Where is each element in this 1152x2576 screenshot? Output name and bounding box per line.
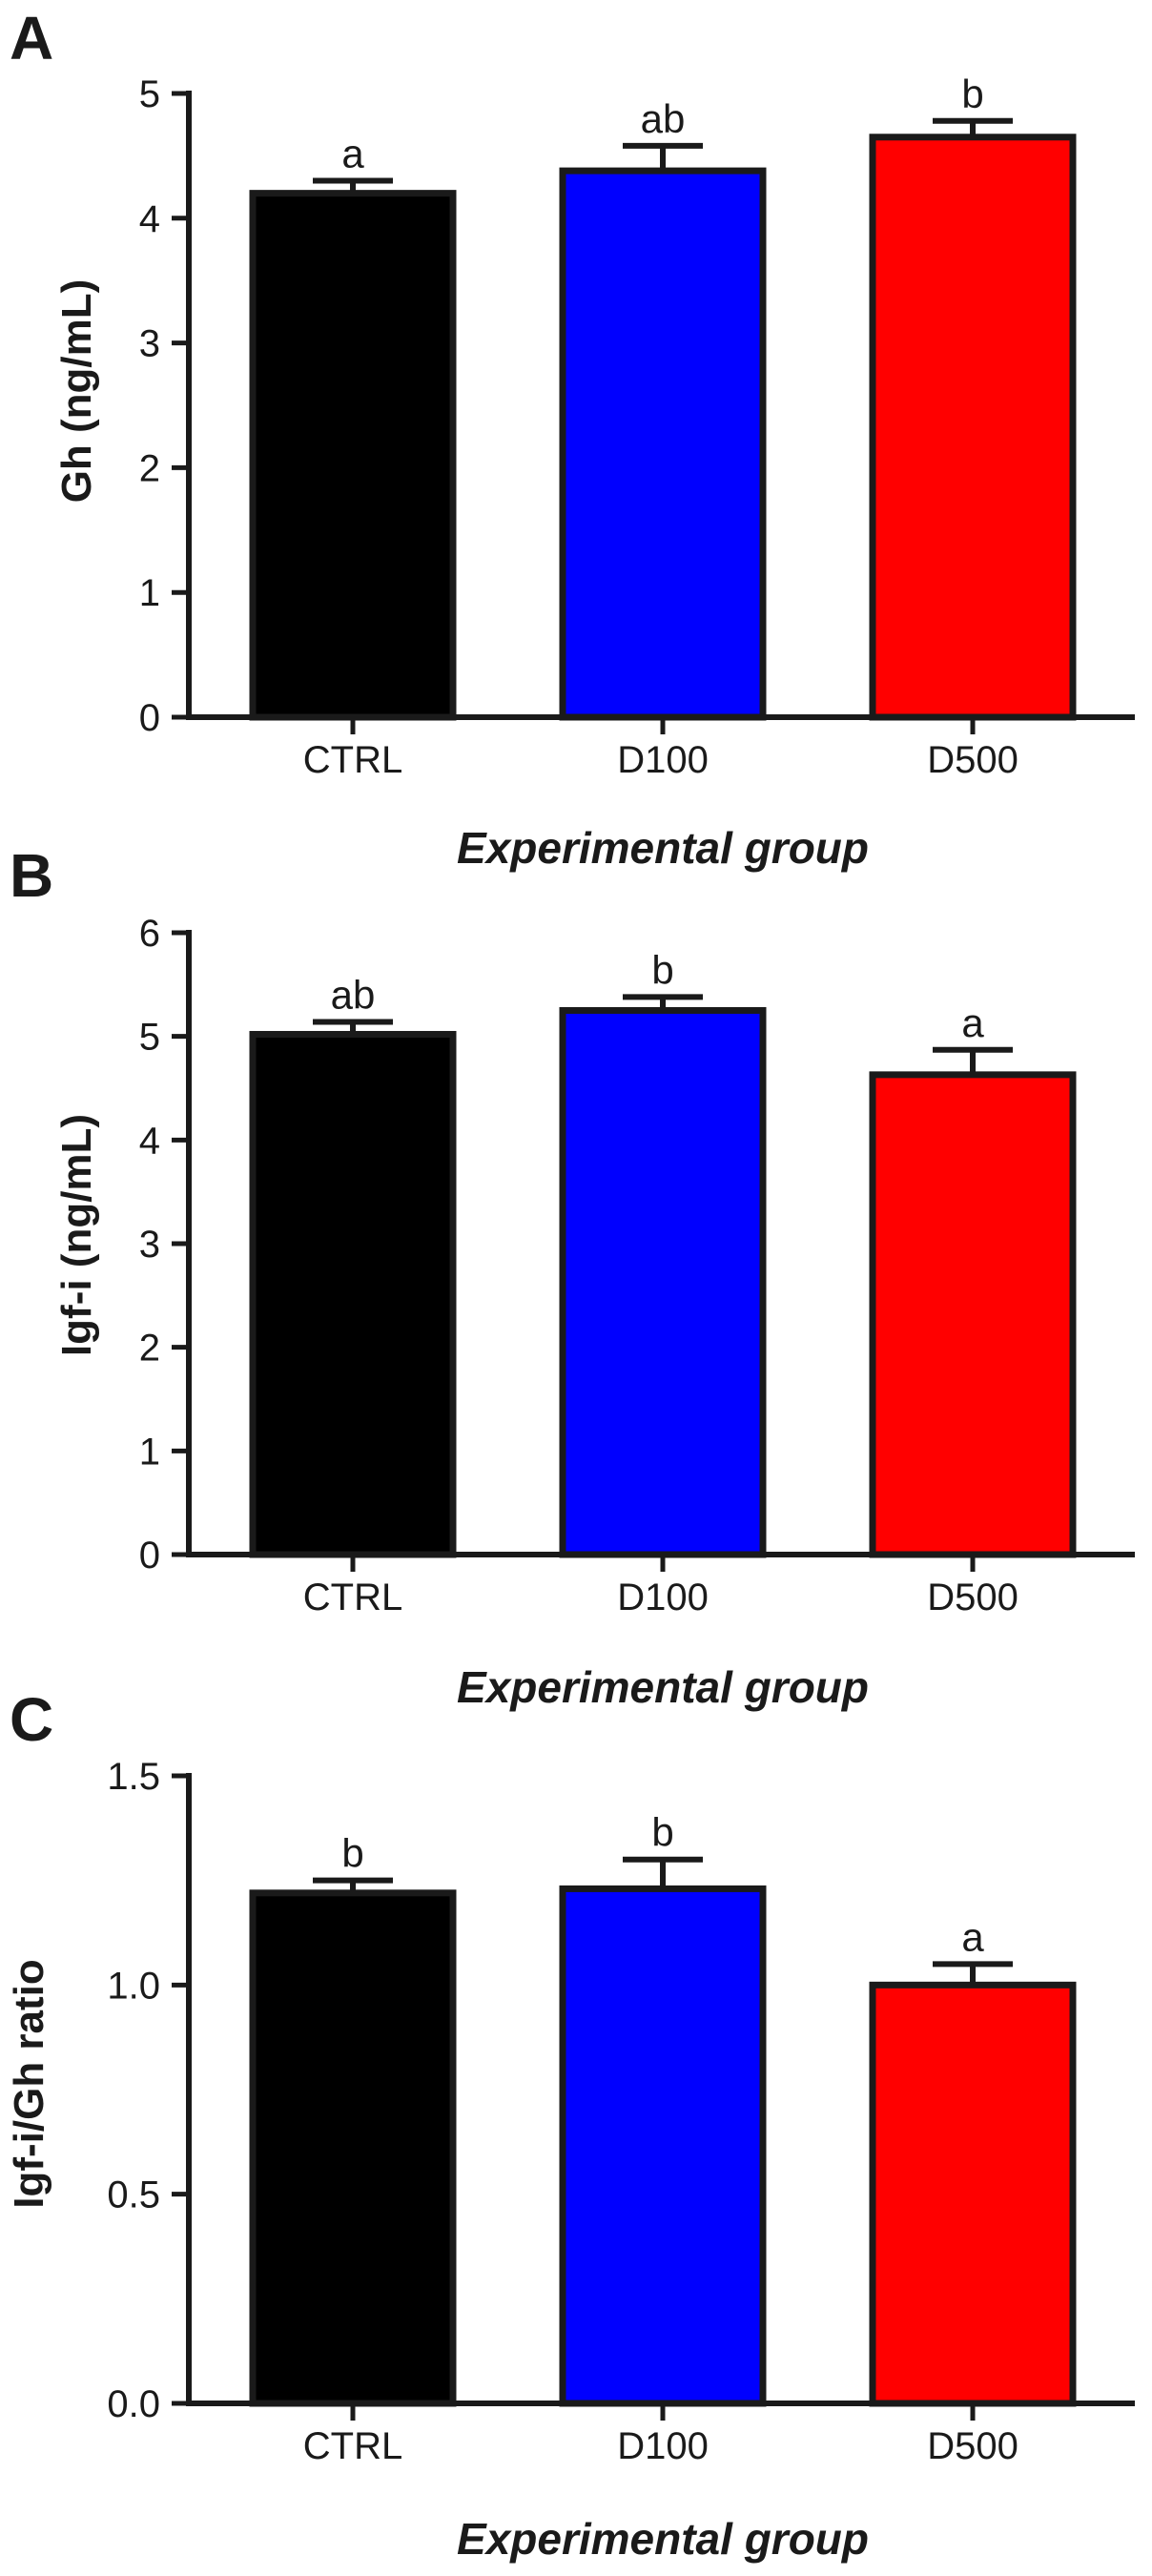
bar-d500 bbox=[869, 1981, 1077, 2407]
y-tick-label: 1 bbox=[139, 1431, 160, 1473]
bar-d100 bbox=[559, 1885, 767, 2407]
x-axis-title: Experimental group bbox=[457, 823, 869, 873]
chart-marks: ab CTRL b D100 a D500 0 1 2 3 4 5 6 bbox=[139, 913, 1135, 1618]
panel-letter: A bbox=[10, 4, 53, 72]
significance-label: b bbox=[341, 1831, 363, 1876]
y-tick-label: 3 bbox=[139, 323, 160, 365]
bar-ctrl bbox=[249, 190, 457, 721]
y-tick-label: 0.5 bbox=[107, 2174, 160, 2216]
y-tick-label: 1 bbox=[139, 572, 160, 614]
panel-b: B Igf-i (ng/mL) Experimental group abCTR… bbox=[10, 841, 1135, 1712]
bar-d500 bbox=[869, 134, 1077, 721]
significance-label: b bbox=[961, 72, 983, 116]
x-tick-label: D100 bbox=[617, 739, 709, 781]
panel-letter: B bbox=[10, 841, 53, 910]
significance-label: ab bbox=[641, 96, 686, 141]
y-tick-label: 4 bbox=[139, 198, 160, 240]
bar-d100 bbox=[559, 1007, 767, 1558]
x-tick-label: D100 bbox=[617, 1577, 709, 1618]
y-tick-label: 0.0 bbox=[107, 2383, 160, 2425]
x-tick-label: D500 bbox=[927, 1577, 1018, 1618]
x-tick-label: CTRL bbox=[303, 1577, 402, 1618]
y-tick-label: 5 bbox=[139, 73, 160, 115]
x-tick-label: CTRL bbox=[303, 739, 402, 781]
significance-label: a bbox=[961, 1914, 984, 1959]
chart-marks: a CTRL ab D100 b D500 0 1 2 3 4 5 bbox=[139, 72, 1135, 781]
y-tick-label: 4 bbox=[139, 1120, 160, 1162]
y-axis-title: Igf-i (ng/mL) bbox=[53, 1114, 100, 1356]
panel-a: A Gh (ng/mL) Experimental group a CTRL ab D… bbox=[10, 4, 1135, 873]
significance-label: ab bbox=[331, 972, 376, 1017]
significance-label: b bbox=[651, 947, 673, 992]
y-tick-label: 2 bbox=[139, 1328, 160, 1370]
y-tick-label: 1.0 bbox=[107, 1965, 160, 2007]
y-axis-title: Igf-i/Gh ratio bbox=[6, 1959, 52, 2209]
y-tick-label: 1.5 bbox=[107, 1756, 160, 1798]
significance-label: a bbox=[341, 132, 364, 176]
x-tick-label: D500 bbox=[927, 2425, 1018, 2467]
y-tick-label: 3 bbox=[139, 1224, 160, 1266]
panel-letter: C bbox=[10, 1685, 53, 1754]
y-tick-label: 6 bbox=[139, 913, 160, 955]
x-axis-title: Experimental group bbox=[457, 2514, 869, 2564]
x-tick-label: CTRL bbox=[303, 2425, 402, 2467]
y-axis-title: Gh (ng/mL) bbox=[53, 279, 100, 504]
significance-label: b bbox=[651, 1810, 673, 1855]
y-tick-label: 5 bbox=[139, 1017, 160, 1059]
panel-c: C Igf-i/Gh ratio Experimental group b CTR… bbox=[6, 1685, 1135, 2564]
y-tick-label: 0 bbox=[139, 1535, 160, 1577]
chart-marks: b CTRL b D100 a D500 0.0 0.5 1.0 1.5 bbox=[107, 1756, 1135, 2467]
bar-ctrl bbox=[249, 1030, 457, 1558]
x-axis-title: Experimental group bbox=[457, 1662, 869, 1712]
bar-d100 bbox=[559, 167, 767, 721]
y-tick-label: 2 bbox=[139, 447, 160, 489]
x-tick-label: D100 bbox=[617, 2425, 709, 2467]
y-tick-label: 0 bbox=[139, 697, 160, 739]
bar-d500 bbox=[869, 1071, 1077, 1558]
x-tick-label: D500 bbox=[927, 739, 1018, 781]
significance-label: a bbox=[961, 1000, 984, 1045]
bar-ctrl bbox=[249, 1889, 457, 2407]
